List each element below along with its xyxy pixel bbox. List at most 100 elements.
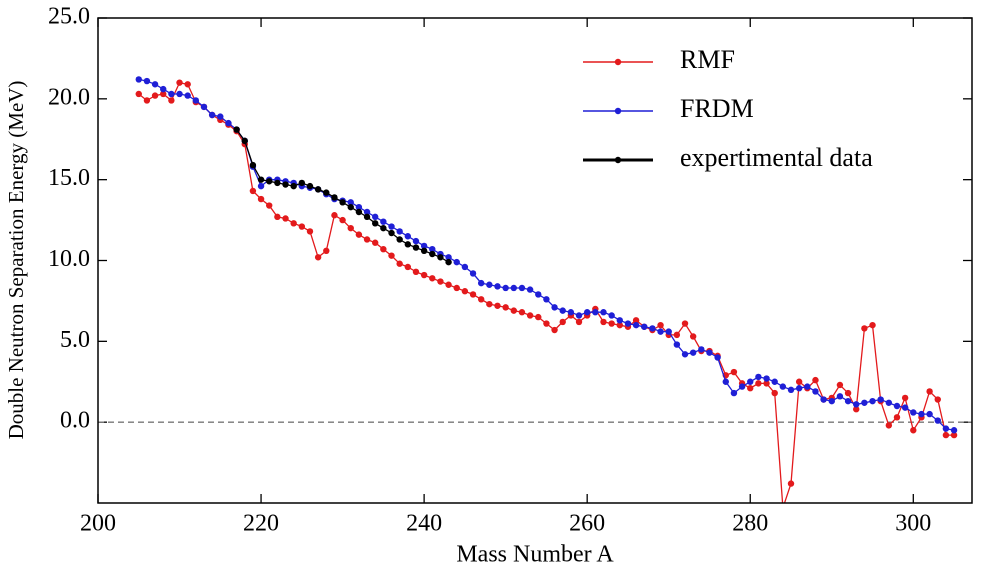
data-point <box>355 208 363 216</box>
data-point <box>755 380 762 387</box>
legend-marker <box>614 107 622 115</box>
data-point <box>877 396 884 403</box>
data-point <box>135 76 142 83</box>
data-point <box>257 176 265 183</box>
data-point <box>600 318 607 326</box>
data-point <box>893 402 901 410</box>
data-point <box>950 431 958 439</box>
data-point <box>844 397 852 405</box>
data-point <box>681 320 689 327</box>
data-point <box>192 97 200 104</box>
x-tick-label: 200 <box>80 511 116 537</box>
data-point <box>722 378 729 385</box>
data-point <box>412 237 420 245</box>
data-point <box>787 480 795 487</box>
data-point <box>298 223 306 230</box>
data-point <box>314 186 322 193</box>
legend-marker <box>614 58 622 66</box>
data-point <box>510 284 518 292</box>
data-point <box>168 90 175 98</box>
data-point <box>820 396 827 403</box>
data-point <box>347 199 354 206</box>
data-point <box>779 383 787 390</box>
data-point <box>396 236 403 243</box>
data-point <box>412 268 420 276</box>
x-tick-label: 240 <box>406 511 442 537</box>
data-point <box>339 199 346 206</box>
data-point <box>420 247 428 254</box>
data-point <box>388 229 395 237</box>
data-point <box>469 291 477 298</box>
data-point <box>795 385 803 392</box>
data-point <box>787 386 795 394</box>
data-point <box>282 215 289 222</box>
data-point <box>771 389 778 397</box>
legend-label: RMF <box>680 45 735 74</box>
data-point <box>869 321 876 329</box>
data-point <box>600 309 607 316</box>
data-point <box>200 103 208 111</box>
data-point <box>901 404 909 411</box>
data-point <box>412 244 420 251</box>
plot-frame <box>97 17 973 504</box>
data-point <box>298 179 306 187</box>
data-point <box>942 425 950 432</box>
data-point <box>608 312 615 319</box>
y-tick-label: 10.0 <box>48 246 90 272</box>
data-point <box>893 414 901 421</box>
data-point <box>649 325 656 332</box>
y-axis-label: Double Neutron Separation Energy (MeV) <box>4 81 28 440</box>
data-point <box>184 92 191 99</box>
data-point <box>575 318 583 326</box>
data-point <box>910 427 917 434</box>
data-point <box>861 399 868 406</box>
data-point <box>184 81 191 88</box>
data-point <box>665 328 672 335</box>
data-point <box>437 254 444 261</box>
data-point <box>323 189 330 196</box>
x-tick-label: 280 <box>732 511 768 537</box>
data-point <box>266 202 273 209</box>
data-point <box>755 373 762 381</box>
data-point <box>502 284 509 292</box>
data-point <box>380 245 387 253</box>
data-point <box>747 385 754 392</box>
data-point <box>274 179 281 187</box>
data-point <box>331 194 338 201</box>
data-point <box>372 213 379 221</box>
data-point <box>151 81 159 88</box>
data-point <box>812 388 819 395</box>
data-point <box>241 137 248 145</box>
data-point <box>494 283 501 290</box>
data-point <box>942 431 950 439</box>
data-point <box>151 92 159 99</box>
data-point <box>160 90 167 98</box>
data-point <box>502 304 509 311</box>
data-point <box>176 79 183 86</box>
data-point <box>535 313 542 321</box>
data-point <box>681 351 689 358</box>
data-point <box>469 270 477 277</box>
data-point <box>461 288 469 295</box>
data-point <box>477 296 485 303</box>
data-point <box>926 388 933 395</box>
data-point <box>795 378 803 385</box>
data-point <box>249 161 257 169</box>
data-point <box>339 216 346 224</box>
data-point <box>388 223 395 230</box>
data-point <box>380 218 387 225</box>
data-point <box>208 111 216 119</box>
data-point <box>844 389 852 397</box>
data-point <box>429 275 436 282</box>
data-point <box>257 195 265 203</box>
data-point <box>233 126 240 133</box>
data-point <box>853 406 860 413</box>
data-point <box>763 380 770 387</box>
data-point <box>828 397 835 405</box>
data-point <box>518 284 526 292</box>
data-point <box>632 321 640 329</box>
data-point <box>331 212 338 219</box>
data-point <box>535 291 542 298</box>
data-point <box>543 296 550 303</box>
